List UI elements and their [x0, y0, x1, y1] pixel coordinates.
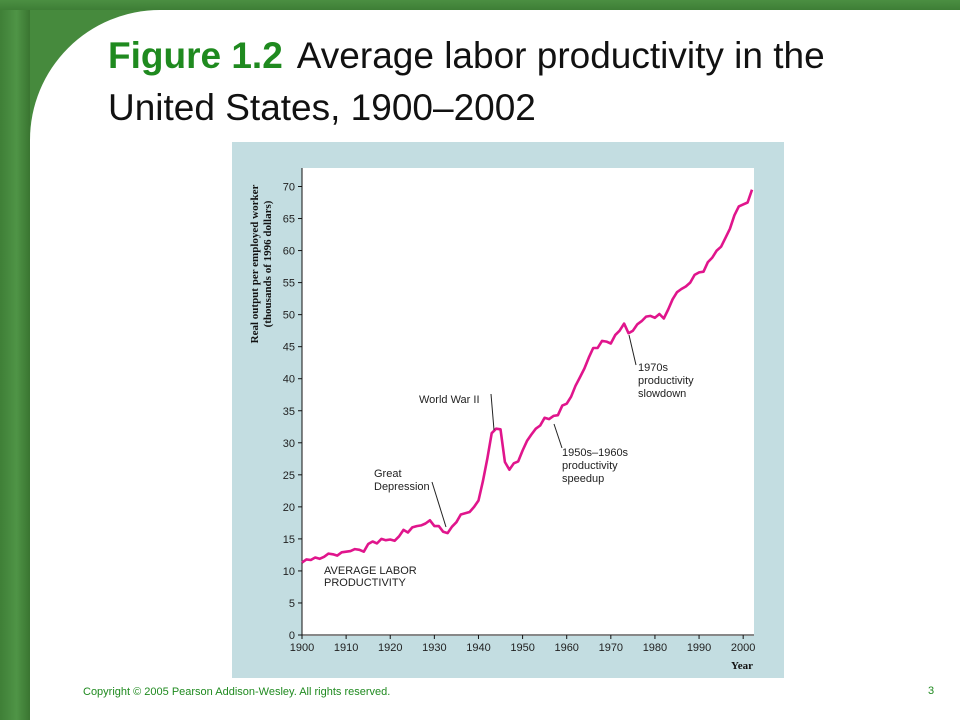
y-tick-label: 65 [283, 214, 295, 226]
annotation-average-labor-productivity-line: PRODUCTIVITY [324, 577, 407, 589]
y-axis-label-line2: (thousands of 1996 dollars) [262, 200, 274, 327]
annotation-leader-line [431, 481, 447, 528]
copyright-notice: Copyright © 2005 Pearson Addison-Wesley.… [83, 686, 391, 698]
plot-area [302, 168, 754, 636]
annotation-1950s-1960s-speedup-line: speedup [562, 473, 604, 485]
x-tick-label: 1920 [378, 642, 402, 654]
x-axis-label: Year [731, 660, 753, 672]
annotation-leader-line [553, 423, 563, 449]
y-tick-label: 45 [283, 342, 295, 354]
y-tick-label: 20 [283, 502, 295, 514]
background-left-bar [0, 0, 30, 720]
figure-title: Average labor productivity in the United… [108, 35, 825, 128]
x-tick-label: 1990 [687, 642, 711, 654]
productivity-chart: 0 5 10 15 20 25 30 35 40 45 50 55 60 65 70 1900 1910 1920… [249, 168, 755, 672]
y-tick-label: 35 [283, 406, 295, 418]
y-tick-label: 55 [283, 278, 295, 290]
productivity-series-line [301, 189, 754, 564]
x-tick-label: 1980 [643, 642, 667, 654]
x-tick-label: 1970 [599, 642, 623, 654]
y-tick-label: 25 [283, 470, 295, 482]
y-tick-label: 70 [283, 182, 295, 194]
annotation-world-war-ii-line: World War II [419, 394, 480, 406]
annotation-great-depression-line: Great [374, 468, 402, 480]
figure-label: Figure 1.2 [108, 35, 283, 76]
annotation-average-labor-productivity-line: AVERAGE LABOR [324, 565, 417, 577]
annotation-1950s-1960s-speedup-line: 1950s–1960s [562, 447, 629, 459]
y-tick-label: 15 [283, 534, 295, 546]
annotation-leader-line [628, 334, 637, 366]
y-tick-label: 10 [283, 566, 295, 578]
chart-panel: 0 5 10 15 20 25 30 35 40 45 50 55 60 65 70 1900 1910 1920… [232, 142, 784, 678]
x-tick-label: 1930 [422, 642, 446, 654]
annotation-leader-line [490, 393, 495, 431]
y-tick-label: 0 [289, 630, 295, 642]
annotation-1970s-slowdown-line: productivity [638, 375, 694, 387]
x-tick-label: 1900 [290, 642, 314, 654]
x-tick-label: 2000 [731, 642, 755, 654]
y-tick-label: 30 [283, 438, 295, 450]
y-axis-label-line1: Real output per employed worker [249, 185, 261, 344]
y-tick-label: 5 [289, 598, 295, 610]
annotation-1970s-slowdown-line: 1970s [638, 362, 668, 374]
page-number: 3 [928, 685, 935, 697]
y-tick-label: 60 [283, 246, 295, 258]
background-top-bar [0, 0, 960, 10]
x-tick-label: 1940 [466, 642, 490, 654]
x-tick-label: 1910 [334, 642, 358, 654]
annotation-great-depression-line: Depression [374, 481, 430, 493]
slide-title: Figure 1.2 Average labor productivity in … [108, 30, 928, 134]
x-tick-label: 1950 [510, 642, 534, 654]
y-tick-label: 50 [283, 310, 295, 322]
annotation-1950s-1960s-speedup-line: productivity [562, 460, 618, 472]
y-tick-label: 40 [283, 374, 295, 386]
annotation-1970s-slowdown-line: slowdown [638, 388, 686, 400]
x-tick-label: 1960 [554, 642, 578, 654]
